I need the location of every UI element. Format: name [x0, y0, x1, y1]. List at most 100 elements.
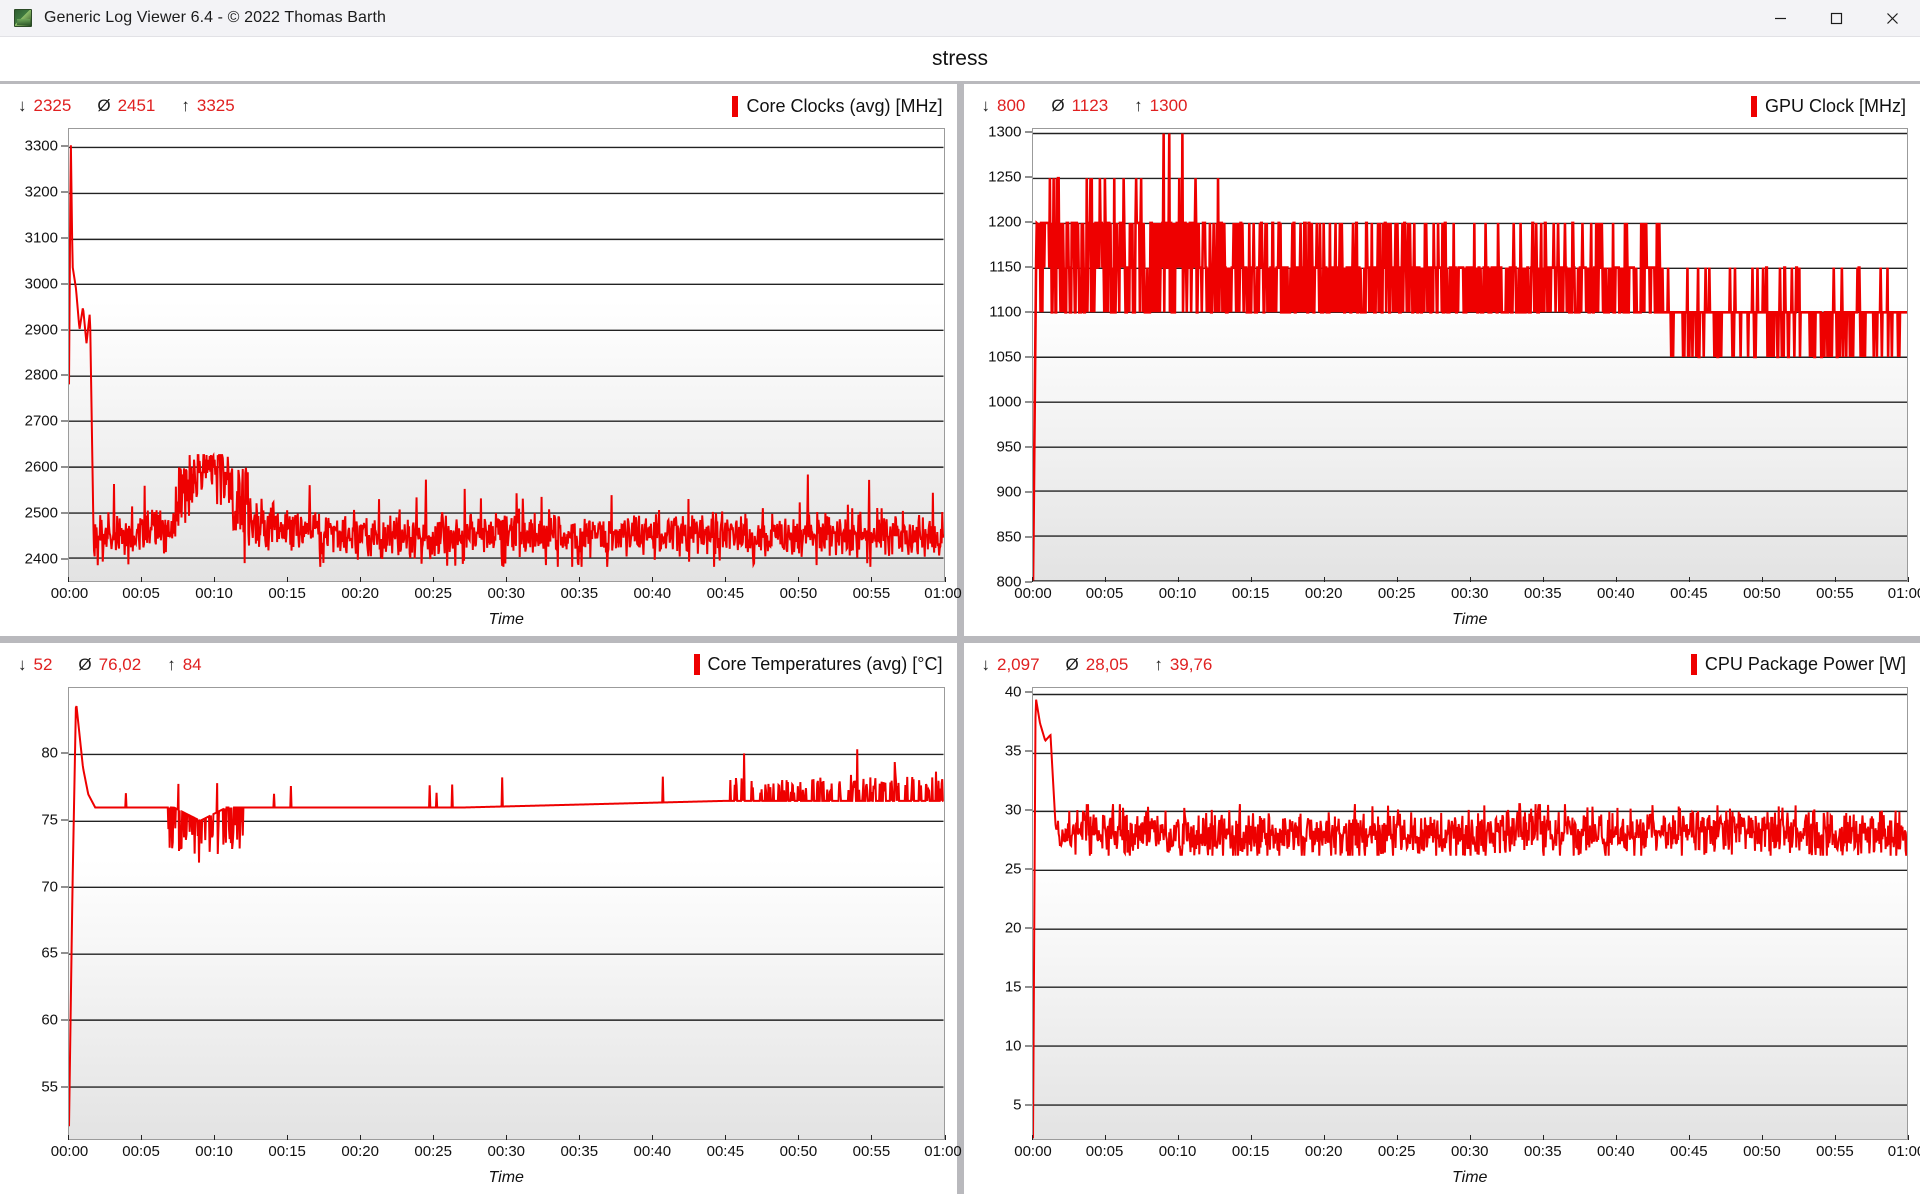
legend[interactable]: CPU Package Power [W] — [1690, 654, 1906, 675]
x-tick-label: 00:00 — [1014, 584, 1052, 602]
plot-area[interactable] — [68, 686, 945, 1140]
x-tick-label: 00:45 — [1670, 1143, 1708, 1160]
legend-label: GPU Clock [MHz] — [1764, 95, 1906, 116]
y-tick-label: 60 — [41, 1011, 58, 1029]
x-tick-label: 00:40 — [633, 584, 672, 602]
plot-area[interactable] — [68, 128, 945, 582]
y-axis: 5 10 15 20 25 30 35 40 — [970, 684, 1032, 1141]
min-arrow-icon: ↓ — [981, 654, 991, 674]
y-tick-label: 55 — [41, 1078, 58, 1096]
y-tick-label: 1050 — [988, 348, 1022, 366]
y-axis-tick: 3000 — [25, 275, 68, 292]
avg-value: 1123 — [1071, 96, 1109, 115]
close-button[interactable] — [1864, 0, 1920, 37]
stat-avg: Ø 76,02 — [78, 655, 141, 675]
minimize-button[interactable] — [1752, 0, 1808, 37]
x-tick-mark — [1542, 576, 1544, 582]
x-tick-mark — [1834, 576, 1836, 582]
max-value: 1300 — [1149, 96, 1188, 115]
x-tick-label: 00:05 — [122, 584, 160, 602]
y-tick-mark — [61, 466, 68, 468]
y-axis-tick: 15 — [1005, 978, 1032, 995]
y-tick-mark — [1024, 1045, 1032, 1047]
y-tick-label: 1300 — [988, 123, 1022, 141]
x-tick-mark — [360, 576, 362, 582]
y-axis-tick: 1000 — [988, 393, 1032, 410]
x-tick-label: 00:25 — [414, 584, 452, 602]
x-tick-mark — [506, 1135, 508, 1140]
y-tick-mark — [1024, 581, 1032, 582]
y-tick-mark — [1024, 809, 1032, 811]
x-tick-label: 00:05 — [1085, 1143, 1124, 1160]
vertical-splitter-bottom[interactable] — [956, 642, 964, 1194]
x-tick-mark — [433, 1135, 435, 1140]
maximize-button[interactable] — [1808, 0, 1864, 37]
y-tick-label: 25 — [1004, 860, 1022, 878]
legend[interactable]: GPU Clock [MHz] — [1750, 95, 1906, 117]
min-arrow-icon: ↓ — [981, 96, 991, 115]
x-tick-label: 00:25 — [1377, 584, 1416, 602]
x-tick-mark — [1542, 1135, 1544, 1140]
legend[interactable]: Core Clocks (avg) [MHz] — [732, 95, 943, 117]
y-tick-mark — [1024, 691, 1032, 693]
x-tick-mark — [1834, 1135, 1836, 1140]
x-tick-mark — [1031, 576, 1033, 582]
y-tick-label: 800 — [996, 573, 1022, 590]
data-series-line — [1032, 133, 1907, 581]
stats-group: ↓ 2325 Ø 2451 ↑ 3325 — [18, 96, 235, 116]
min-value: 52 — [33, 654, 53, 674]
legend-color-swatch — [693, 654, 700, 675]
x-tick-label: 00:55 — [1816, 1143, 1854, 1160]
vertical-splitter-top[interactable] — [956, 84, 964, 636]
x-tick-mark — [214, 576, 216, 582]
x-tick-label: 00:15 — [268, 1143, 306, 1160]
x-tick-label: 00:55 — [852, 1143, 891, 1160]
x-tick-mark — [1323, 1135, 1325, 1140]
stat-max: ↑ 39,76 — [1154, 655, 1212, 675]
x-axis: 00:00 00:05 00:10 00:15 00:20 00:25 00:30 00:35… — [1014, 1135, 1920, 1166]
x-tick-label: 00:10 — [195, 1143, 233, 1160]
max-arrow-icon: ↑ — [181, 96, 190, 115]
y-tick-label: 2500 — [24, 504, 58, 522]
x-tick-label: 00:40 — [633, 1143, 672, 1160]
y-tick-label: 2400 — [24, 550, 58, 568]
x-tick-label: 00:45 — [1670, 584, 1708, 602]
y-tick-label: 1200 — [988, 213, 1022, 231]
stats-group: ↓ 2,097 Ø 28,05 ↑ 39,76 — [982, 655, 1213, 675]
plot-area[interactable] — [1031, 128, 1908, 582]
legend-color-swatch — [1690, 654, 1697, 675]
x-tick-mark — [1908, 576, 1909, 582]
y-axis-tick: 75 — [41, 811, 68, 828]
y-tick-mark — [1024, 401, 1032, 403]
y-axis-tick: 20 — [1005, 919, 1032, 936]
x-tick-mark — [944, 1135, 946, 1140]
horizontal-splitter[interactable] — [0, 635, 1920, 643]
y-tick-mark — [61, 191, 68, 193]
y-axis: 800 850 900 950 1000 1050 1100 1150 1200 1250 1300 — [970, 124, 1032, 590]
y-tick-label: 1250 — [988, 168, 1022, 186]
x-tick-mark — [1396, 576, 1398, 582]
y-tick-label: 3000 — [24, 275, 58, 293]
x-tick-label: 00:20 — [341, 1143, 379, 1160]
x-axis-label: Time — [488, 1169, 524, 1186]
x-tick-label: 01:00 — [1887, 1143, 1920, 1160]
max-arrow-icon: ↑ — [1154, 654, 1163, 674]
x-tick-label: 00:45 — [706, 584, 745, 602]
plot-area[interactable] — [1031, 686, 1908, 1140]
y-axis-tick: 70 — [41, 878, 68, 895]
legend-label: CPU Package Power [W] — [1704, 654, 1906, 674]
plot-body: 800 850 900 950 1000 1050 1100 1150 1200 1250 1300… — [964, 124, 1920, 636]
stat-max: ↑ 1300 — [1134, 96, 1187, 116]
plot-body: 55 60 65 70 75 80 00:00 00:05 00:10 00:15 00:20 00… — [0, 686, 962, 1194]
y-tick-label: 2600 — [24, 458, 58, 476]
y-axis-tick: 30 — [1005, 802, 1032, 819]
y-tick-label: 950 — [996, 438, 1022, 456]
legend[interactable]: Core Temperatures (avg) [°C] — [693, 654, 943, 675]
x-tick-mark — [1469, 1135, 1471, 1140]
x-axis: 00:00 00:05 00:10 00:15 00:20 00:25 00:30 00:35… — [1014, 576, 1920, 608]
x-axis: 00:00 00:05 00:10 00:15 00:20 00:25 00:30 00:35… — [51, 576, 962, 608]
panel-core-clocks: ↓ 2325 Ø 2451 ↑ 3325 Core Clocks (avg) [… — [0, 84, 962, 636]
x-tick-label: 00:15 — [268, 584, 306, 602]
y-axis-tick: 65 — [41, 945, 68, 962]
